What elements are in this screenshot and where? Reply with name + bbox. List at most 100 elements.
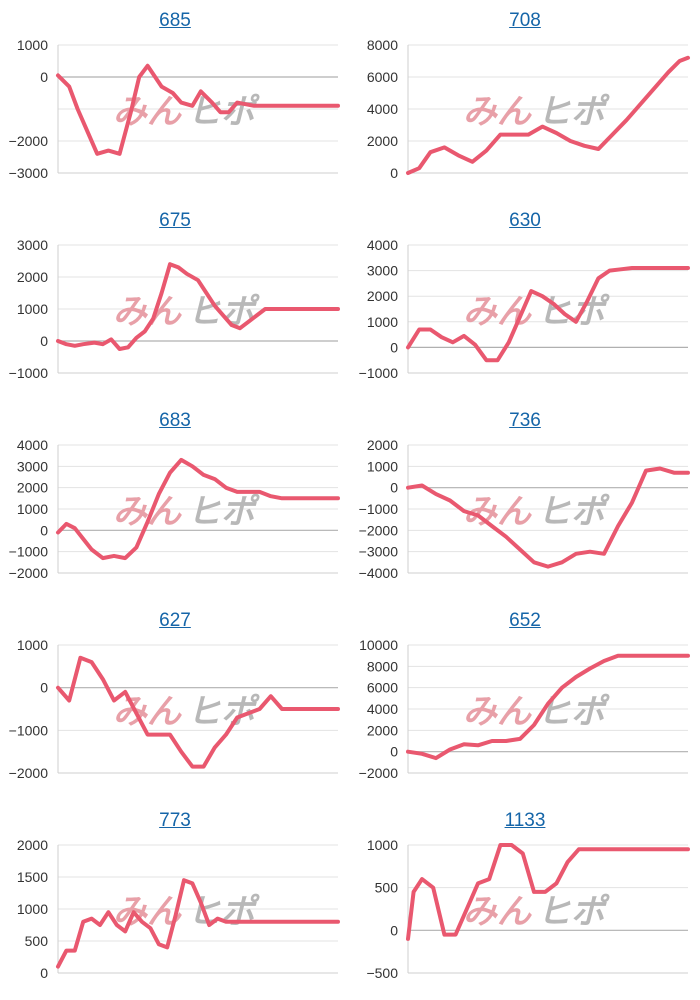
y-tick-label: 8000 xyxy=(367,37,398,53)
chart-panel: 630 4000 3000 2000 1000 0 −1000 みん ヒポ xyxy=(350,200,700,400)
watermark-logo: みん ヒポ xyxy=(113,292,260,332)
watermark-logo: みん ヒポ xyxy=(113,892,260,932)
series-line xyxy=(56,878,340,969)
chart-title-link[interactable]: 1133 xyxy=(504,810,546,831)
chart-svg: 8000 6000 4000 2000 0 みん ヒポ xyxy=(367,37,690,181)
y-tick-label: 1000 xyxy=(367,458,398,474)
y-tick-label: −2000 xyxy=(9,133,49,149)
y-tick-label: 2000 xyxy=(17,269,48,285)
chart-title-link[interactable]: 630 xyxy=(509,210,541,231)
y-tick-label: 0 xyxy=(40,522,48,538)
y-tick-label: 0 xyxy=(390,480,398,496)
chart-panel: 1133 1000 500 0 −500 みん ヒポ xyxy=(350,800,700,1000)
y-tick-label: 2000 xyxy=(367,722,398,738)
y-tick-label: 8000 xyxy=(367,658,398,674)
y-tick-label: 0 xyxy=(40,69,48,85)
y-tick-label: 1000 xyxy=(17,901,48,917)
y-tick-label: 1000 xyxy=(367,314,398,330)
chart-title-link[interactable]: 627 xyxy=(159,610,191,631)
watermark-part2: ヒポ xyxy=(537,492,610,532)
y-tick-label: 1000 xyxy=(17,637,48,653)
y-tick-label: 2000 xyxy=(17,837,48,853)
y-tick-label: −1000 xyxy=(9,544,49,560)
y-tick-label: 0 xyxy=(390,339,398,355)
y-tick-label: 0 xyxy=(40,680,48,696)
y-tick-label: 0 xyxy=(40,965,48,981)
chart-title-link[interactable]: 675 xyxy=(159,210,191,231)
series-line xyxy=(406,266,690,363)
y-tick-label: 2000 xyxy=(17,480,48,496)
y-tick-label: −3000 xyxy=(359,544,399,560)
y-tick-label: −1000 xyxy=(359,501,399,517)
y-tick-label: −1000 xyxy=(9,722,49,738)
watermark-part2: ヒポ xyxy=(537,92,610,132)
chart-svg: 3000 2000 1000 0 −1000 みん ヒポ xyxy=(9,237,340,381)
watermark-logo: みん ヒポ xyxy=(463,692,610,732)
y-tick-label: −500 xyxy=(366,965,398,981)
watermark-part1: みん xyxy=(113,92,182,132)
watermark-part2: ヒポ xyxy=(187,292,260,332)
chart-panel: 736 2000 1000 0 −1000 −2000 −3000 −4000 みん ヒポ xyxy=(350,400,700,600)
y-tick-label: 0 xyxy=(390,744,398,760)
chart-svg: 2000 1000 0 −1000 −2000 −3000 −4000 みん ヒポ xyxy=(359,437,690,581)
chart-panel: 708 8000 6000 4000 2000 0 みん ヒポ xyxy=(350,0,700,200)
watermark-part1: みん xyxy=(463,92,532,132)
watermark-logo: みん ヒポ xyxy=(463,92,610,132)
series-line xyxy=(56,262,340,351)
chart-title-link[interactable]: 708 xyxy=(509,10,541,31)
y-tick-label: 3000 xyxy=(17,237,48,253)
y-tick-label: 4000 xyxy=(17,437,48,453)
y-tick-label: 2000 xyxy=(367,133,398,149)
series-line xyxy=(406,843,690,941)
y-tick-label: −1000 xyxy=(9,365,49,381)
y-tick-label: 2000 xyxy=(367,288,398,304)
y-tick-label: 2000 xyxy=(367,437,398,453)
y-tick-label: 6000 xyxy=(367,69,398,85)
chart-panel: 685 1000 0 −2000 −3000 みん ヒポ xyxy=(0,0,350,200)
series-line xyxy=(406,55,690,175)
series-line xyxy=(406,653,690,761)
chart-title-link[interactable]: 736 xyxy=(509,410,541,431)
watermark-part2: ヒポ xyxy=(537,892,610,932)
watermark-logo: みん ヒポ xyxy=(463,892,610,932)
watermark-part1: みん xyxy=(463,692,532,732)
watermark-logo: みん ヒポ xyxy=(113,492,260,532)
chart-panel: 683 4000 3000 2000 1000 0 −1000 −2000 みん ヒポ xyxy=(0,400,350,600)
chart-panel: 675 3000 2000 1000 0 −1000 みん ヒポ xyxy=(0,200,350,400)
chart-title-link[interactable]: 773 xyxy=(159,810,191,831)
y-tick-label: 3000 xyxy=(17,458,48,474)
chart-title-link[interactable]: 685 xyxy=(159,10,191,31)
y-tick-label: −3000 xyxy=(9,165,49,181)
chart-panel: 652 10000 8000 6000 4000 2000 0 −2000 みん ヒポ xyxy=(350,600,700,800)
watermark-part2: ヒポ xyxy=(537,692,610,732)
y-tick-label: 4000 xyxy=(367,701,398,717)
y-tick-label: 4000 xyxy=(367,101,398,117)
y-tick-label: −4000 xyxy=(359,565,399,581)
chart-svg: 10000 8000 6000 4000 2000 0 −2000 みん ヒポ xyxy=(359,637,690,781)
y-tick-label: 0 xyxy=(390,165,398,181)
y-tick-label: 0 xyxy=(40,333,48,349)
chart-panel: 627 1000 0 −1000 −2000 みん ヒポ xyxy=(0,600,350,800)
y-tick-label: −2000 xyxy=(9,765,49,781)
y-tick-label: −2000 xyxy=(359,522,399,538)
watermark-part1: みん xyxy=(463,492,532,532)
y-tick-label: 0 xyxy=(390,922,398,938)
y-tick-label: 3000 xyxy=(367,263,398,279)
y-tick-label: 6000 xyxy=(367,680,398,696)
y-tick-label: −2000 xyxy=(359,765,399,781)
y-tick-label: 4000 xyxy=(367,237,398,253)
y-tick-label: 1000 xyxy=(17,301,48,317)
chart-svg: 1000 500 0 −500 みん ヒポ xyxy=(366,837,690,981)
watermark-part1: みん xyxy=(463,892,532,932)
series-line xyxy=(56,457,340,561)
watermark-part1: みん xyxy=(113,692,182,732)
y-tick-label: −2000 xyxy=(9,565,49,581)
chart-svg: 2000 1500 1000 500 0 みん ヒポ xyxy=(17,837,340,981)
y-tick-label: 10000 xyxy=(359,637,398,653)
chart-title-link[interactable]: 652 xyxy=(509,610,541,631)
y-tick-label: 1000 xyxy=(17,501,48,517)
chart-title-link[interactable]: 683 xyxy=(159,410,191,431)
